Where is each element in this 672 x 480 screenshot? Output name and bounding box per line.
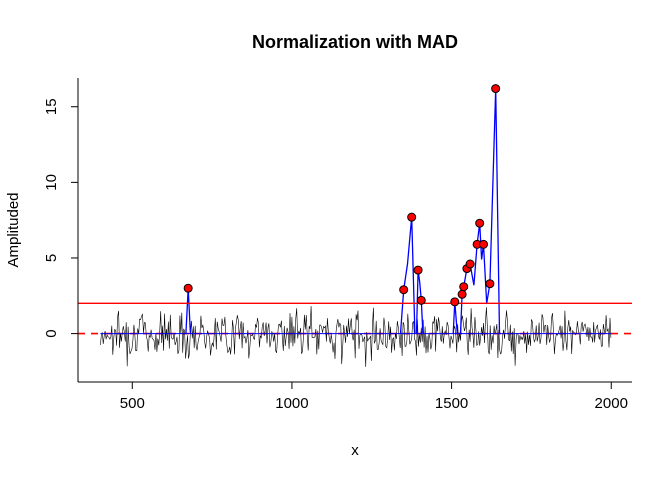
peak-point [465, 259, 475, 269]
peak-segment [399, 217, 416, 334]
peak-line-layer [100, 88, 612, 335]
y-tick-label: 10 [43, 174, 60, 191]
peak-segment [185, 288, 192, 334]
peak-point [416, 295, 426, 305]
peak-point [183, 283, 193, 293]
x-tick-label: 1000 [275, 395, 308, 412]
peak-point [457, 289, 467, 299]
signal-layer [100, 306, 612, 367]
peak-point [491, 84, 501, 94]
peak-point [407, 212, 417, 222]
x-tick-label: 2000 [595, 395, 628, 412]
y-tick-label: 0 [43, 329, 60, 337]
y-axis: 0 5 10 15 [43, 78, 79, 382]
peak-point [450, 297, 460, 307]
y-tick-label: 5 [43, 254, 60, 262]
y-tick-label: 15 [43, 98, 60, 115]
x-tick-label: 1500 [435, 395, 468, 412]
peak-point [485, 279, 495, 289]
peak-point [459, 282, 469, 292]
chart-title: Normalization with MAD [252, 32, 458, 52]
y-axis-label: Amplituded [5, 192, 22, 267]
peak-point [399, 285, 409, 295]
peak-points-layer [183, 84, 501, 307]
peak-segment [415, 270, 424, 334]
signal-line [100, 306, 612, 367]
peak-segment [459, 88, 501, 334]
x-tick-label: 500 [120, 395, 145, 412]
peak-point [479, 239, 489, 249]
x-axis: 500 1000 1500 2000 [78, 381, 632, 412]
x-axis-label: x [351, 442, 359, 459]
peak-point [413, 265, 423, 275]
peak-point [475, 218, 485, 228]
